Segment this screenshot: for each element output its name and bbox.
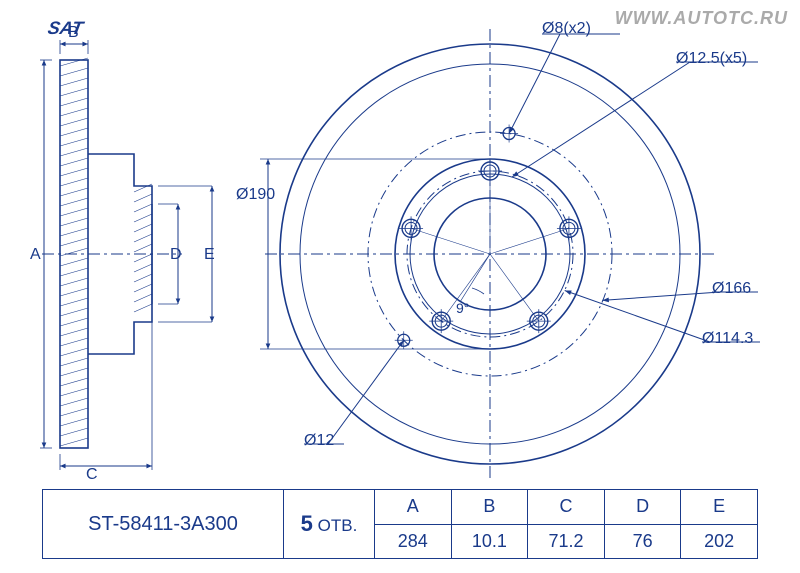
callout-d12: Ø12: [304, 432, 334, 450]
dim-letter-c: C: [86, 466, 98, 484]
callout-d114: Ø114.3: [702, 330, 753, 348]
dim-letter-d: D: [170, 246, 182, 264]
col-d: D 76: [604, 490, 681, 558]
dimension-table: ST-58411-3A300 5 ОТВ. A 284 B 10.1 C 71.…: [42, 489, 758, 559]
technical-drawing: [0, 0, 800, 573]
callout-angle: 9°: [456, 300, 469, 316]
callout-d190: Ø190: [236, 186, 275, 204]
col-b: B 10.1: [451, 490, 528, 558]
dim-letter-a: A: [30, 246, 41, 264]
part-number-cell: ST-58411-3A300: [43, 490, 284, 558]
callout-d166: Ø166: [712, 280, 751, 298]
drawing-canvas: WWW.AUTOTC.RU SAT A B C D E Ø190 Ø8(x2) …: [0, 0, 800, 573]
col-c: C 71.2: [527, 490, 604, 558]
dim-letter-b: B: [68, 24, 79, 42]
col-e: E 202: [680, 490, 757, 558]
col-a: A 284: [375, 490, 451, 558]
holes-cell: 5 ОТВ.: [284, 490, 375, 558]
callout-d12_5: Ø12.5(x5): [676, 50, 747, 68]
callout-d8: Ø8(x2): [542, 20, 591, 38]
dim-letter-e: E: [204, 246, 215, 264]
